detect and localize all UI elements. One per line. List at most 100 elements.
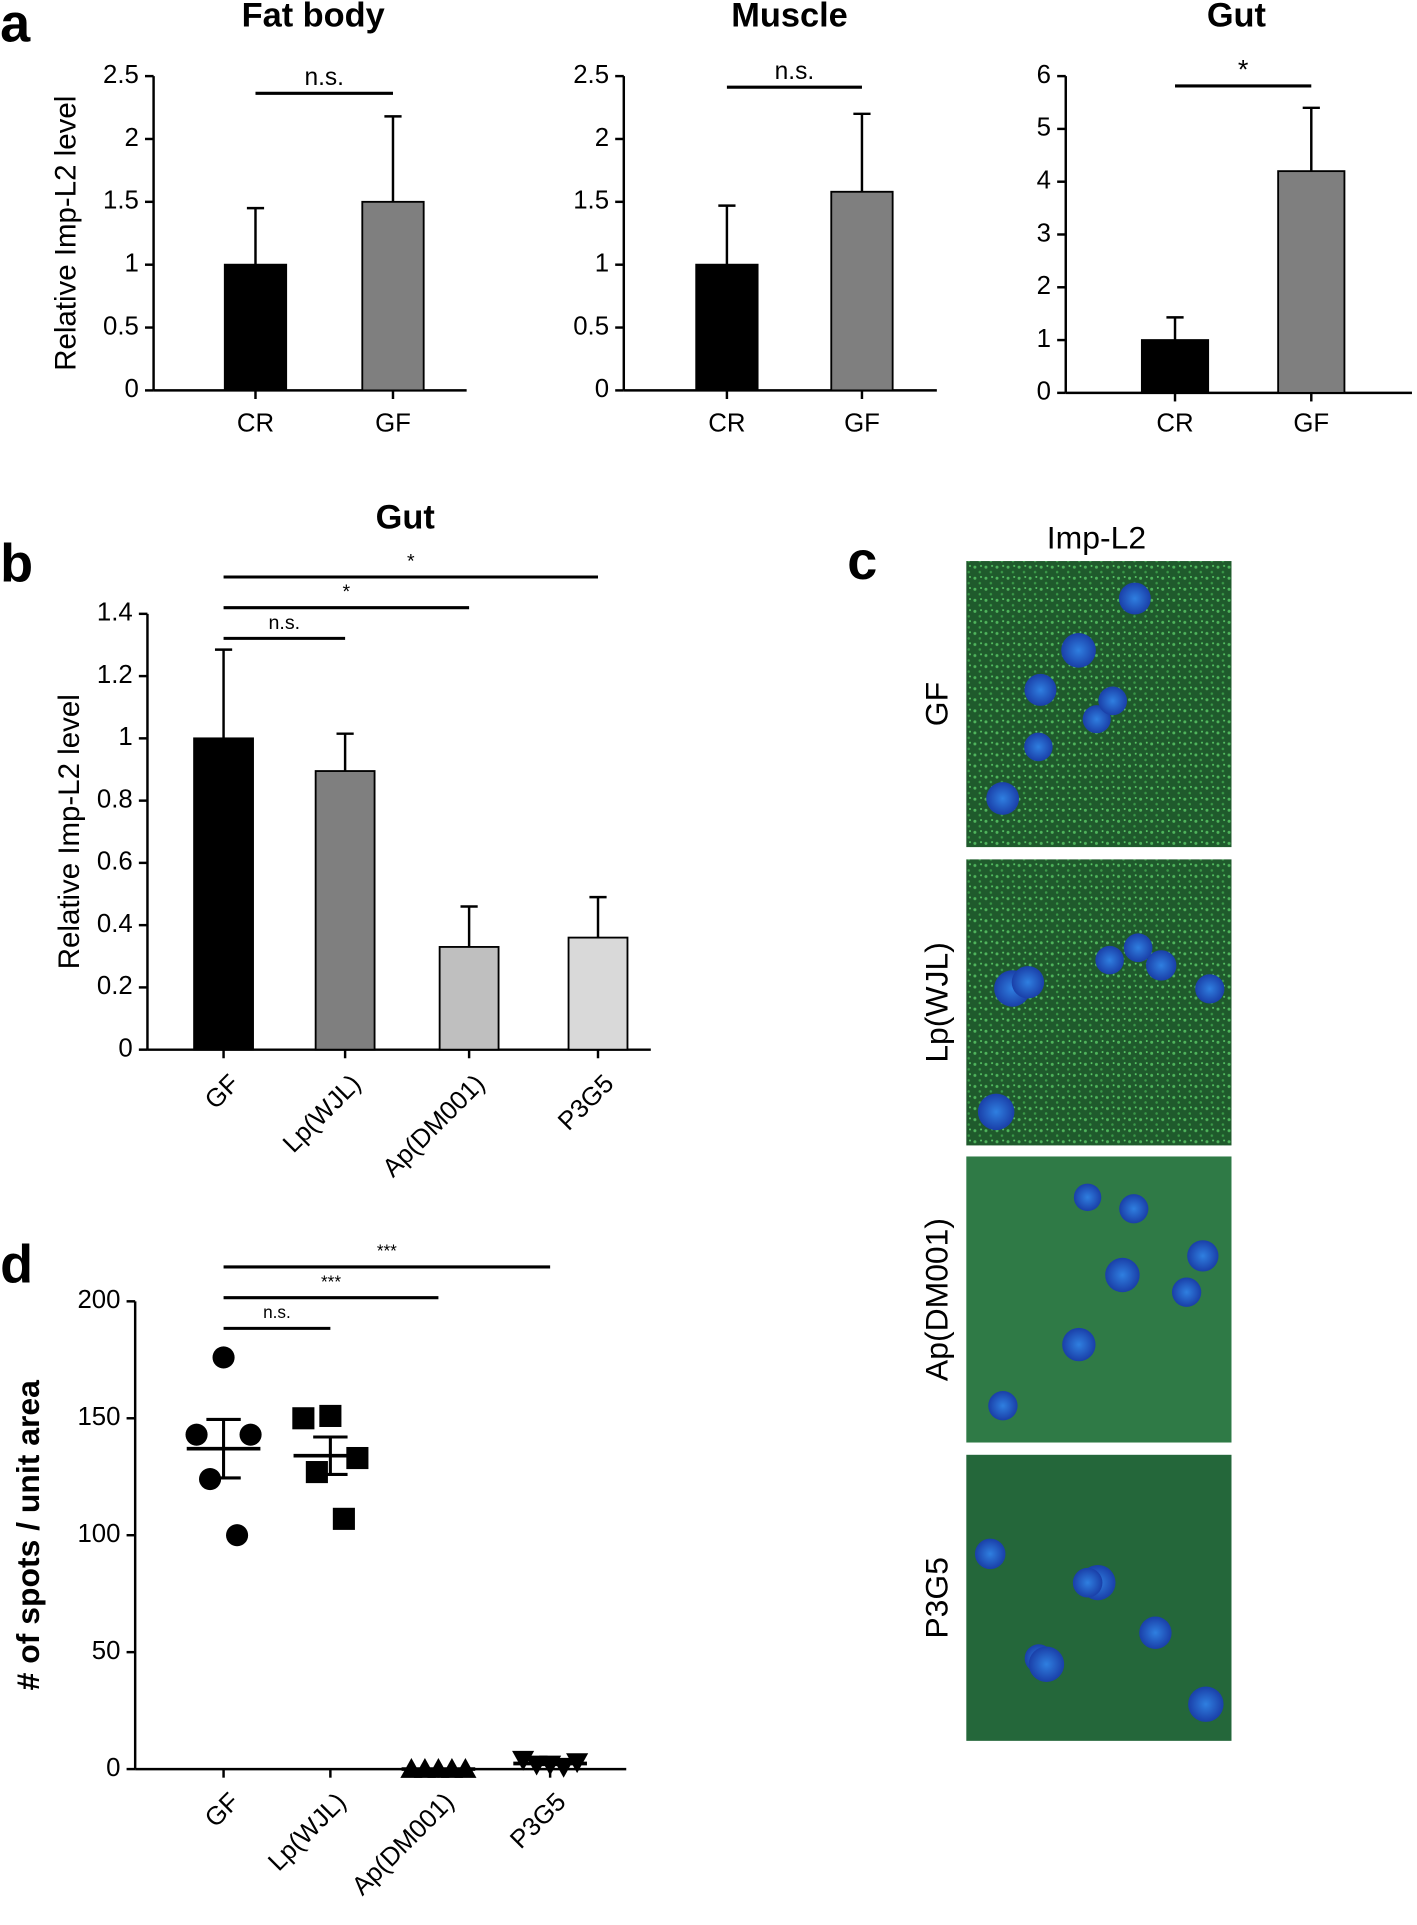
bar bbox=[314, 770, 376, 1051]
data-point bbox=[226, 1524, 249, 1547]
microscopy-row-label: P3G5 bbox=[919, 1557, 955, 1639]
chart-title: Gut bbox=[1207, 0, 1267, 34]
significance-label: *** bbox=[321, 1271, 341, 1291]
bar bbox=[567, 936, 629, 1051]
x-tick-label: GF bbox=[200, 1070, 245, 1115]
bar bbox=[361, 200, 425, 392]
x-tick-label: P3G5 bbox=[505, 1788, 571, 1854]
significance-label: n.s. bbox=[269, 612, 301, 634]
nucleus bbox=[977, 1093, 1015, 1131]
bar bbox=[830, 190, 894, 392]
y-axis-label: Relative Imp-L2 level bbox=[49, 96, 82, 371]
x-tick-label: P3G5 bbox=[553, 1070, 619, 1136]
y-tick-label: 2.5 bbox=[103, 61, 139, 89]
nucleus bbox=[1171, 1277, 1202, 1307]
bar bbox=[1277, 170, 1346, 394]
nucleus bbox=[1061, 633, 1096, 668]
panel-label: a bbox=[0, 0, 31, 53]
x-tick-label: GF bbox=[844, 410, 880, 438]
nucleus bbox=[1188, 1686, 1224, 1722]
panel-label: d bbox=[0, 1234, 33, 1294]
nucleus bbox=[1073, 1183, 1102, 1212]
y-tick-label: 1.5 bbox=[103, 187, 139, 215]
y-tick-label: 6 bbox=[1037, 61, 1051, 89]
y-tick-label: 0.6 bbox=[97, 848, 133, 876]
y-tick-label: 50 bbox=[92, 1637, 121, 1665]
y-tick-label: 2 bbox=[595, 124, 609, 152]
y-tick-label: 1.5 bbox=[573, 187, 609, 215]
x-tick-label: GF bbox=[200, 1788, 245, 1833]
y-tick-label: 4 bbox=[1037, 167, 1051, 195]
bar bbox=[1140, 339, 1210, 394]
significance-label: n.s. bbox=[304, 64, 344, 91]
y-tick-label: 1 bbox=[125, 250, 139, 278]
y-tick-label: 150 bbox=[77, 1403, 120, 1431]
y-tick-label: 0 bbox=[595, 375, 609, 403]
y-axis-label: Relative Imp-L2 level bbox=[53, 694, 86, 969]
y-tick-label: 0 bbox=[118, 1034, 132, 1062]
nucleus bbox=[1082, 705, 1111, 734]
nucleus bbox=[1105, 1257, 1140, 1293]
y-axis-label: # of spots / unit area bbox=[10, 1380, 46, 1691]
data-point bbox=[319, 1404, 342, 1427]
y-tick-label: 200 bbox=[77, 1286, 120, 1314]
nucleus bbox=[1098, 686, 1128, 716]
significance-label: *** bbox=[377, 1241, 397, 1261]
y-tick-label: 0 bbox=[1037, 378, 1051, 406]
nucleus bbox=[986, 782, 1020, 815]
y-tick-label: 0.2 bbox=[97, 972, 133, 1000]
microscopy-row-label: Ap(DM001) bbox=[919, 1218, 955, 1381]
data-point bbox=[185, 1423, 208, 1446]
y-tick-label: 0 bbox=[106, 1754, 120, 1782]
y-tick-label: 1 bbox=[595, 250, 609, 278]
y-tick-label: 0.5 bbox=[103, 312, 139, 340]
x-tick-label: Ap(DM001) bbox=[377, 1070, 490, 1183]
significance-label: * bbox=[1238, 54, 1249, 84]
nucleus bbox=[1195, 974, 1225, 1004]
x-tick-label: GF bbox=[1293, 410, 1329, 438]
chart-title: Muscle bbox=[731, 0, 847, 34]
data-point bbox=[292, 1407, 315, 1430]
nucleus bbox=[1062, 1327, 1096, 1362]
microscopy-row-label: GF bbox=[919, 682, 955, 726]
nucleus bbox=[1028, 1646, 1065, 1682]
panel-label: b bbox=[0, 533, 33, 593]
y-tick-label: 0.5 bbox=[573, 312, 609, 340]
y-tick-label: 0.8 bbox=[97, 785, 133, 813]
nucleus bbox=[1187, 1240, 1219, 1272]
bar bbox=[193, 737, 254, 1051]
y-tick-label: 1 bbox=[1037, 325, 1051, 353]
nucleus bbox=[1072, 1567, 1103, 1598]
nucleus bbox=[1011, 966, 1045, 999]
y-tick-label: 5 bbox=[1037, 114, 1051, 142]
y-tick-label: 100 bbox=[77, 1520, 120, 1548]
bar bbox=[695, 263, 759, 392]
x-tick-label: Lp(WJL) bbox=[278, 1070, 367, 1159]
chart-title: Gut bbox=[376, 498, 436, 536]
nucleus bbox=[1123, 933, 1153, 963]
y-tick-label: 0.4 bbox=[97, 910, 133, 938]
y-tick-label: 1 bbox=[118, 723, 132, 751]
data-point bbox=[332, 1507, 355, 1530]
panel-label: c bbox=[847, 531, 877, 591]
chart-title: Fat body bbox=[242, 0, 385, 34]
significance-label: n.s. bbox=[263, 1302, 291, 1322]
microscopy-title: Imp-L2 bbox=[1047, 520, 1146, 556]
y-tick-label: 1.2 bbox=[97, 661, 133, 689]
bar bbox=[223, 263, 288, 392]
significance-label: n.s. bbox=[775, 58, 815, 85]
nucleus bbox=[1095, 945, 1124, 975]
y-tick-label: 2 bbox=[1037, 272, 1051, 300]
y-tick-label: 2 bbox=[125, 124, 139, 152]
nucleus bbox=[988, 1391, 1018, 1421]
data-point bbox=[305, 1461, 328, 1484]
nucleus bbox=[1118, 582, 1151, 615]
y-tick-label: 2.5 bbox=[573, 61, 609, 89]
nucleus bbox=[1145, 950, 1177, 981]
significance-label: * bbox=[343, 581, 351, 603]
y-tick-label: 0 bbox=[125, 375, 139, 403]
nucleus bbox=[1139, 1616, 1172, 1650]
nucleus bbox=[1024, 673, 1057, 706]
x-tick-label: CR bbox=[237, 410, 274, 438]
